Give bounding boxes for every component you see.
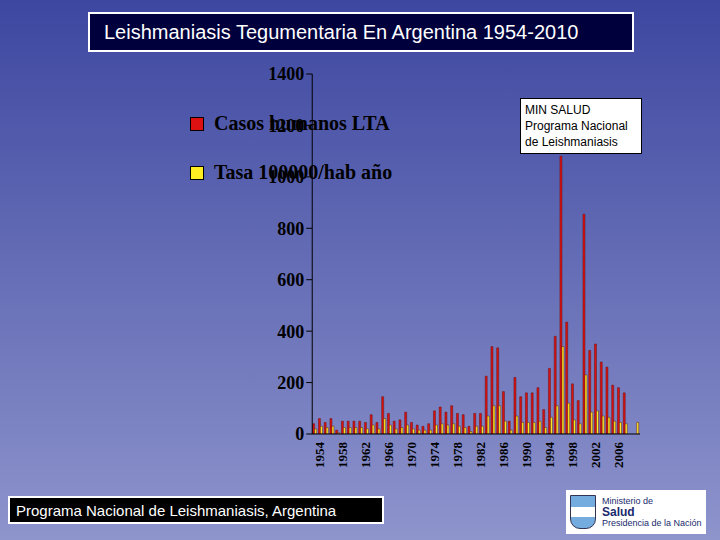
svg-text:1966: 1966 <box>381 442 396 469</box>
svg-text:1400: 1400 <box>268 64 304 84</box>
svg-text:1994: 1994 <box>542 442 557 469</box>
svg-text:1998: 1998 <box>565 442 580 469</box>
svg-text:1200: 1200 <box>268 116 304 136</box>
svg-text:600: 600 <box>277 270 304 290</box>
svg-text:200: 200 <box>277 373 304 393</box>
svg-text:0: 0 <box>295 424 304 444</box>
svg-text:800: 800 <box>277 219 304 239</box>
svg-text:1982: 1982 <box>473 442 488 468</box>
svg-text:1986: 1986 <box>496 442 511 469</box>
svg-text:1978: 1978 <box>450 442 465 469</box>
svg-text:400: 400 <box>277 322 304 342</box>
svg-text:2006: 2006 <box>611 442 626 469</box>
svg-text:1954: 1954 <box>312 442 327 469</box>
svg-text:2002: 2002 <box>588 442 603 468</box>
svg-text:1990: 1990 <box>519 442 534 468</box>
svg-text:1962: 1962 <box>358 442 373 468</box>
svg-text:1000: 1000 <box>268 167 304 187</box>
svg-text:1958: 1958 <box>335 442 350 469</box>
svg-text:1970: 1970 <box>404 442 419 468</box>
svg-text:1974: 1974 <box>427 442 442 469</box>
